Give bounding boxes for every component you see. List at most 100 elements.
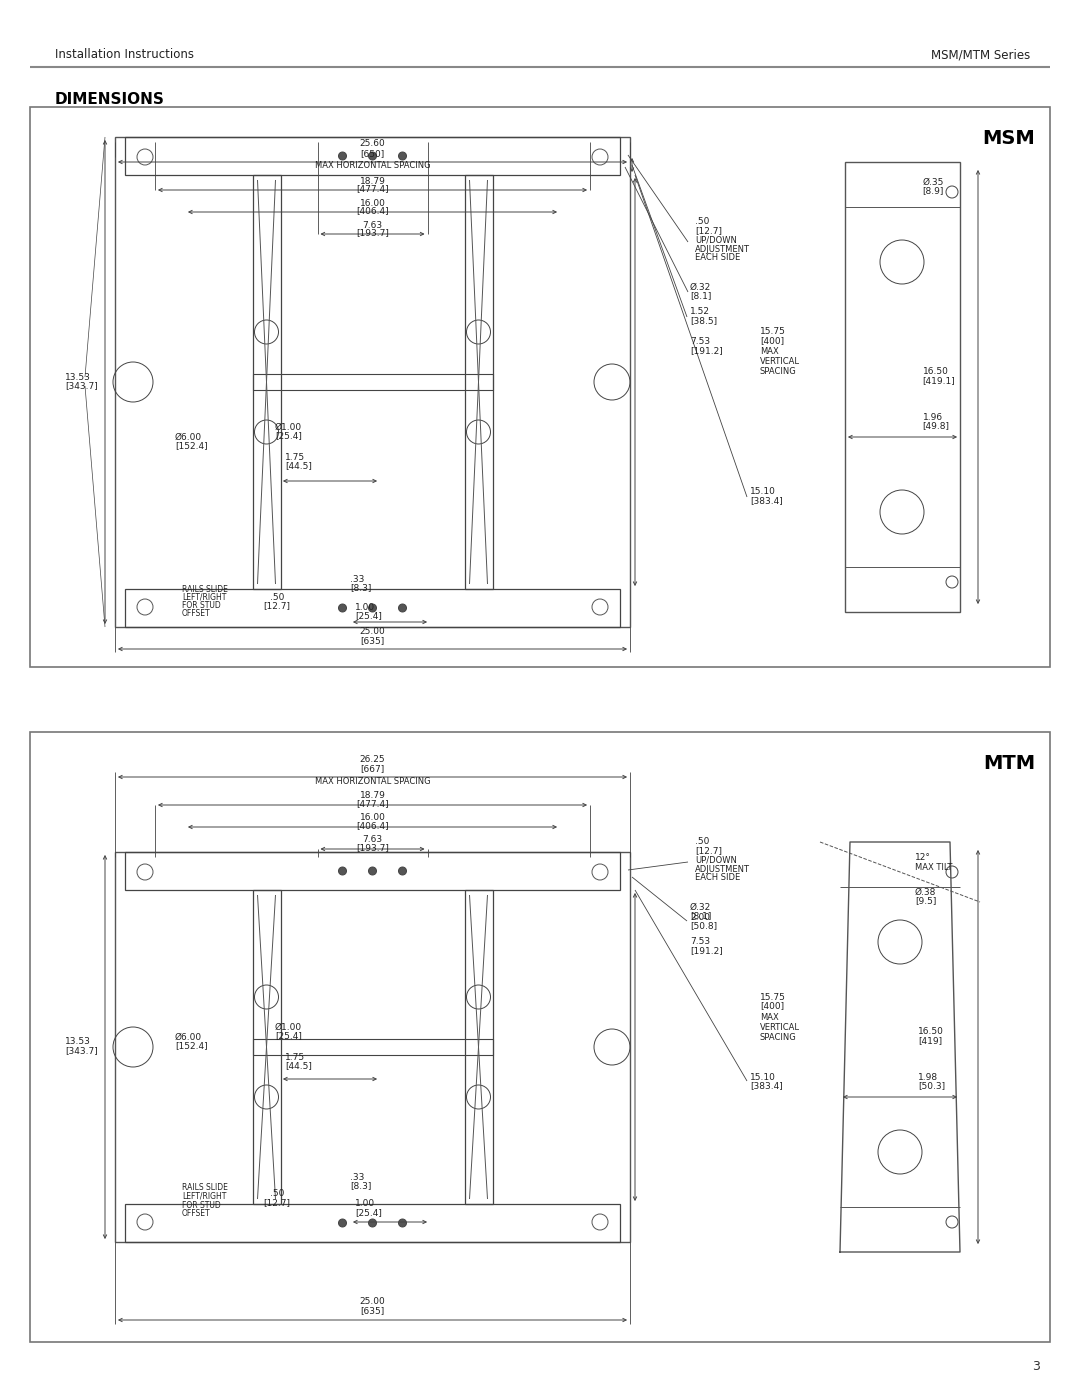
Text: [191.2]: [191.2] — [690, 346, 723, 355]
Text: .50: .50 — [696, 837, 710, 847]
Text: MAX HORIZONTAL SPACING: MAX HORIZONTAL SPACING — [314, 777, 430, 785]
Text: 18.79: 18.79 — [360, 792, 386, 800]
Bar — [125, 1204, 620, 1242]
Text: [12.7]: [12.7] — [696, 226, 723, 236]
Text: 1.75: 1.75 — [285, 1052, 306, 1062]
Text: 15.75: 15.75 — [760, 992, 786, 1002]
Text: [635]: [635] — [361, 637, 384, 645]
Text: [9.5]: [9.5] — [915, 897, 936, 905]
Bar — [125, 137, 620, 175]
Text: EACH SIDE: EACH SIDE — [696, 873, 740, 883]
Text: 16.00: 16.00 — [360, 813, 386, 823]
Text: [44.5]: [44.5] — [285, 461, 312, 471]
Circle shape — [399, 868, 406, 875]
Text: [12.7]: [12.7] — [696, 847, 723, 855]
Text: LEFT/RIGHT: LEFT/RIGHT — [183, 1192, 227, 1200]
Text: [8.1]: [8.1] — [690, 911, 712, 921]
Text: Installation Instructions: Installation Instructions — [55, 49, 194, 61]
Text: [667]: [667] — [361, 764, 384, 774]
Text: LEFT/RIGHT: LEFT/RIGHT — [183, 592, 227, 602]
Text: 7.53: 7.53 — [690, 338, 711, 346]
Text: Ø1.00: Ø1.00 — [275, 422, 302, 432]
Text: MAX HORIZONTAL SPACING: MAX HORIZONTAL SPACING — [314, 162, 430, 170]
Text: 1.75: 1.75 — [285, 453, 306, 461]
Text: Ø6.00: Ø6.00 — [175, 433, 202, 441]
Text: [25.4]: [25.4] — [275, 1031, 302, 1041]
Text: [383.4]: [383.4] — [750, 1081, 783, 1091]
Text: 25.00: 25.00 — [360, 1298, 386, 1306]
Bar — [464, 890, 492, 1204]
Text: UP/DOWN: UP/DOWN — [696, 855, 737, 865]
Text: [25.4]: [25.4] — [355, 1208, 382, 1218]
Circle shape — [338, 604, 347, 612]
Circle shape — [399, 152, 406, 161]
Text: [343.7]: [343.7] — [65, 1046, 98, 1056]
Bar — [253, 890, 281, 1204]
Text: 13.53: 13.53 — [65, 373, 91, 381]
Bar — [114, 137, 630, 627]
Text: FOR STUD: FOR STUD — [183, 1200, 220, 1210]
Text: EACH SIDE: EACH SIDE — [696, 253, 740, 263]
Text: [477.4]: [477.4] — [356, 799, 389, 809]
Text: 16.50: 16.50 — [922, 367, 948, 377]
Text: [8.3]: [8.3] — [350, 1182, 372, 1190]
Circle shape — [338, 868, 347, 875]
Text: Ø1.00: Ø1.00 — [275, 1023, 302, 1031]
Circle shape — [368, 1220, 377, 1227]
Text: [635]: [635] — [361, 1306, 384, 1316]
Text: [400]: [400] — [760, 1002, 784, 1010]
Text: MAX: MAX — [760, 1013, 779, 1021]
Bar — [845, 162, 960, 612]
Text: [152.4]: [152.4] — [175, 441, 207, 450]
Text: 7.63: 7.63 — [363, 835, 382, 845]
Text: [44.5]: [44.5] — [285, 1062, 312, 1070]
Circle shape — [368, 604, 377, 612]
Bar — [30, 732, 1050, 1343]
Text: UP/DOWN: UP/DOWN — [696, 236, 737, 244]
Bar — [253, 1039, 492, 1055]
Circle shape — [368, 152, 377, 161]
Text: Ø6.00: Ø6.00 — [175, 1032, 202, 1042]
Text: Ø.32: Ø.32 — [690, 902, 712, 911]
Text: [383.4]: [383.4] — [750, 496, 783, 506]
Text: VERTICAL: VERTICAL — [760, 1023, 800, 1031]
Bar — [125, 590, 620, 627]
Circle shape — [338, 152, 347, 161]
Text: 1.98: 1.98 — [918, 1073, 939, 1081]
Text: [8.9]: [8.9] — [922, 187, 944, 196]
Text: Ø.32: Ø.32 — [690, 282, 712, 292]
Bar — [253, 175, 281, 590]
Text: RAILS SLIDE: RAILS SLIDE — [183, 584, 228, 594]
Text: [193.7]: [193.7] — [356, 229, 389, 237]
Text: Ø.38: Ø.38 — [915, 887, 936, 897]
Text: MAX TILT: MAX TILT — [915, 862, 953, 872]
Text: 16.50: 16.50 — [918, 1028, 944, 1037]
Bar — [464, 175, 492, 590]
Text: SPACING: SPACING — [760, 367, 797, 377]
Text: OFFSET: OFFSET — [183, 609, 211, 617]
Text: 3: 3 — [1032, 1361, 1040, 1373]
Text: [477.4]: [477.4] — [356, 184, 389, 194]
Text: [406.4]: [406.4] — [356, 821, 389, 830]
Text: OFFSET: OFFSET — [183, 1210, 211, 1218]
Text: [50.8]: [50.8] — [690, 922, 717, 930]
Text: .33: .33 — [350, 574, 364, 584]
Text: ADJUSTMENT: ADJUSTMENT — [696, 865, 750, 873]
Text: ADJUSTMENT: ADJUSTMENT — [696, 244, 750, 253]
Text: [50.3]: [50.3] — [918, 1081, 945, 1091]
Bar — [125, 852, 620, 890]
Text: 12°: 12° — [915, 852, 931, 862]
Text: [193.7]: [193.7] — [356, 844, 389, 852]
Text: FOR STUD: FOR STUD — [183, 601, 220, 609]
Text: 25.00: 25.00 — [360, 627, 386, 637]
Text: [8.3]: [8.3] — [350, 584, 372, 592]
Text: DIMENSIONS: DIMENSIONS — [55, 92, 165, 108]
Text: [406.4]: [406.4] — [356, 207, 389, 215]
Text: [650]: [650] — [361, 149, 384, 158]
Text: 7.53: 7.53 — [690, 937, 711, 947]
Text: [8.1]: [8.1] — [690, 292, 712, 300]
Text: 1.52: 1.52 — [690, 307, 710, 317]
Text: SPACING: SPACING — [760, 1032, 797, 1042]
Text: [152.4]: [152.4] — [175, 1042, 207, 1051]
Bar — [30, 108, 1050, 666]
